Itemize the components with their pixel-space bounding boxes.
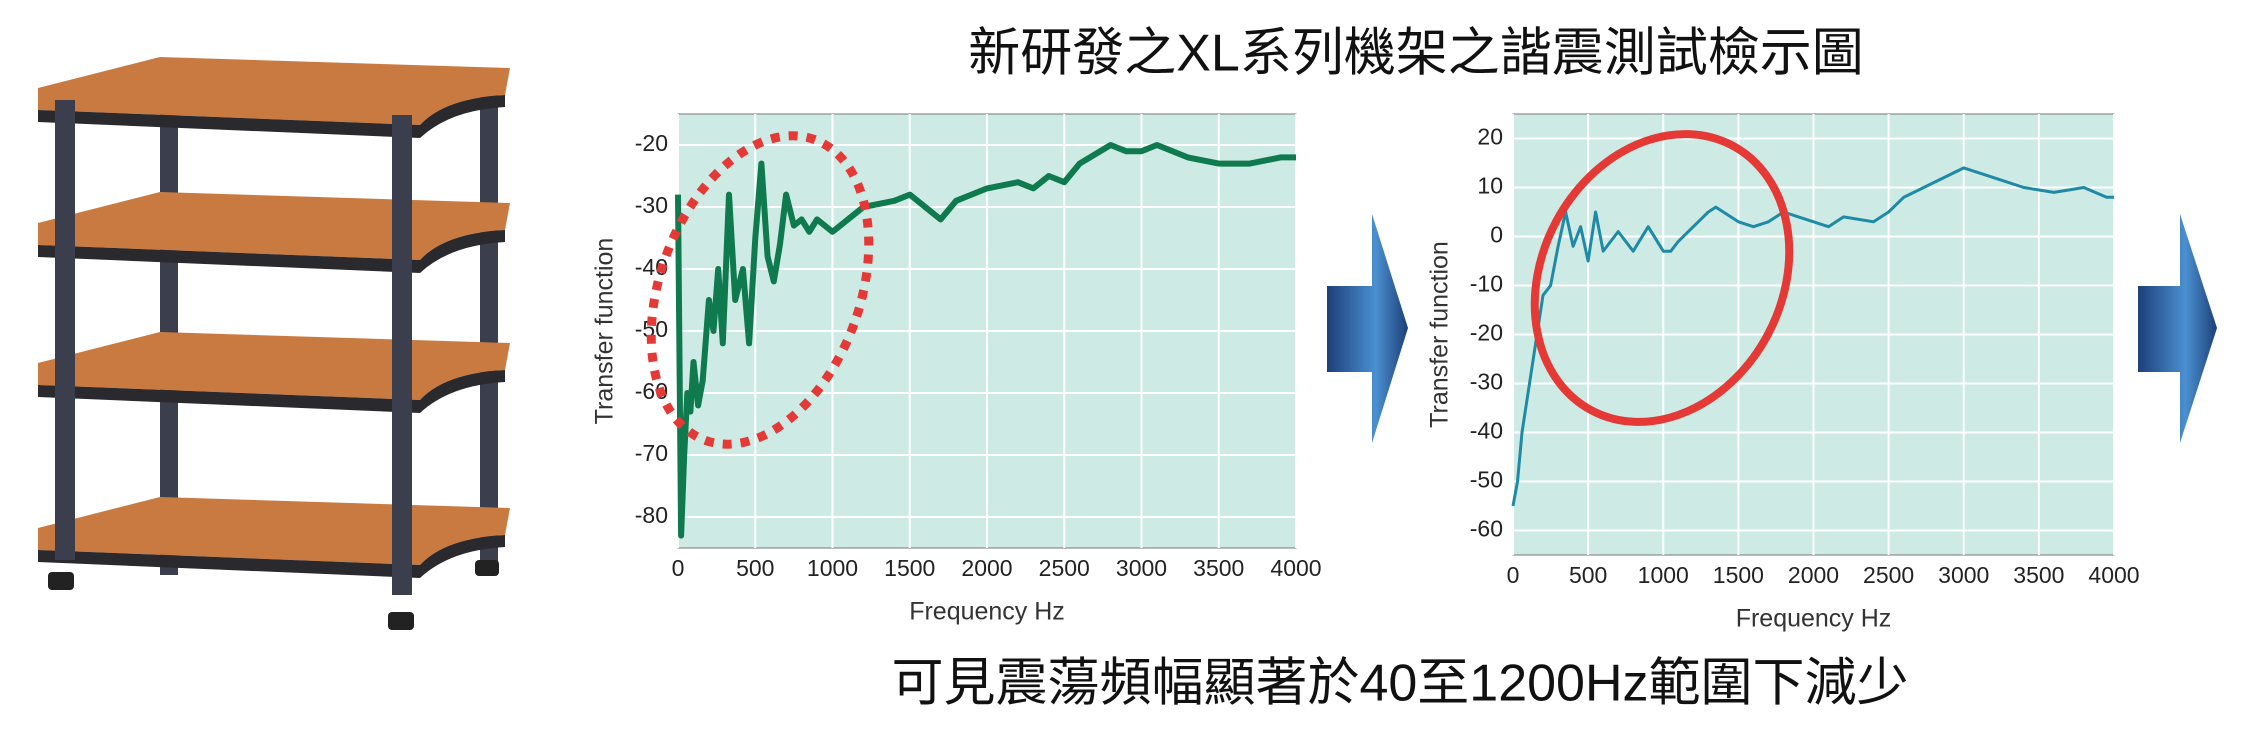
highlight-ellipse xyxy=(1530,130,1794,426)
x-tick-label: 2000 xyxy=(961,555,1012,581)
data-line xyxy=(675,142,1296,539)
x-tick-label: 2500 xyxy=(1863,562,1914,588)
arrow xyxy=(2138,214,2217,443)
y-tick-label: 0 xyxy=(1490,222,1503,248)
x-tick-label: 1500 xyxy=(884,555,935,581)
title: 新研發之XL系列機架之諧震測試檢示圖 xyxy=(968,25,1864,83)
y-axis-label: Transfer function xyxy=(1426,241,1454,428)
y-tick-label: -30 xyxy=(635,192,668,218)
x-tick-label: 3000 xyxy=(1938,562,1989,588)
x-axis-label: Frequency Hz xyxy=(1736,605,1892,633)
y-tick-label: -40 xyxy=(1470,418,1503,444)
y-tick-label: 10 xyxy=(1477,173,1503,199)
x-tick-label: 3500 xyxy=(2013,562,2064,588)
y-axis-label: Transfer function xyxy=(591,238,619,425)
x-tick-label: 4000 xyxy=(2088,562,2139,588)
x-tick-label: 1500 xyxy=(1713,562,1764,588)
x-tick-label: 4000 xyxy=(1270,555,1321,581)
charts: -20-30-40-50-60-70-800 500 1000 1500 2000 250… xyxy=(591,113,2140,633)
y-tick-label: -50 xyxy=(1470,467,1503,493)
x-axis-label: Frequency Hz xyxy=(909,598,1065,626)
x-tick-label: 0 xyxy=(672,555,685,581)
caption: 可見震蕩頻幅顯著於40至1200Hz範圍下減少 xyxy=(891,655,1908,713)
x-tick-label: 500 xyxy=(736,555,774,581)
y-tick-label: -70 xyxy=(635,440,668,466)
y-tick-label: -10 xyxy=(1470,271,1503,297)
y-tick-label: -60 xyxy=(1470,516,1503,542)
x-tick-label: 1000 xyxy=(1638,562,1689,588)
rack-illustration: TAOC xyxy=(38,57,510,630)
y-tick-label: 20 xyxy=(1477,124,1503,150)
x-tick-label: 2500 xyxy=(1039,555,1090,581)
x-tick-label: 2000 xyxy=(1788,562,1839,588)
x-tick-label: 0 xyxy=(1507,562,1520,588)
arrow xyxy=(1327,214,1408,443)
brand-label: TAOC xyxy=(340,600,370,612)
x-tick-label: 3500 xyxy=(1193,555,1244,581)
y-tick-label: -20 xyxy=(1470,320,1503,346)
highlight-ellipse xyxy=(646,131,874,449)
y-tick-label: -20 xyxy=(635,130,668,156)
y-tick-label: -30 xyxy=(1470,369,1503,395)
x-tick-label: 1000 xyxy=(807,555,858,581)
data-line xyxy=(1511,166,2114,507)
x-tick-label: 3000 xyxy=(1116,555,1167,581)
x-tick-label: 500 xyxy=(1569,562,1607,588)
y-tick-label: -80 xyxy=(635,502,668,528)
